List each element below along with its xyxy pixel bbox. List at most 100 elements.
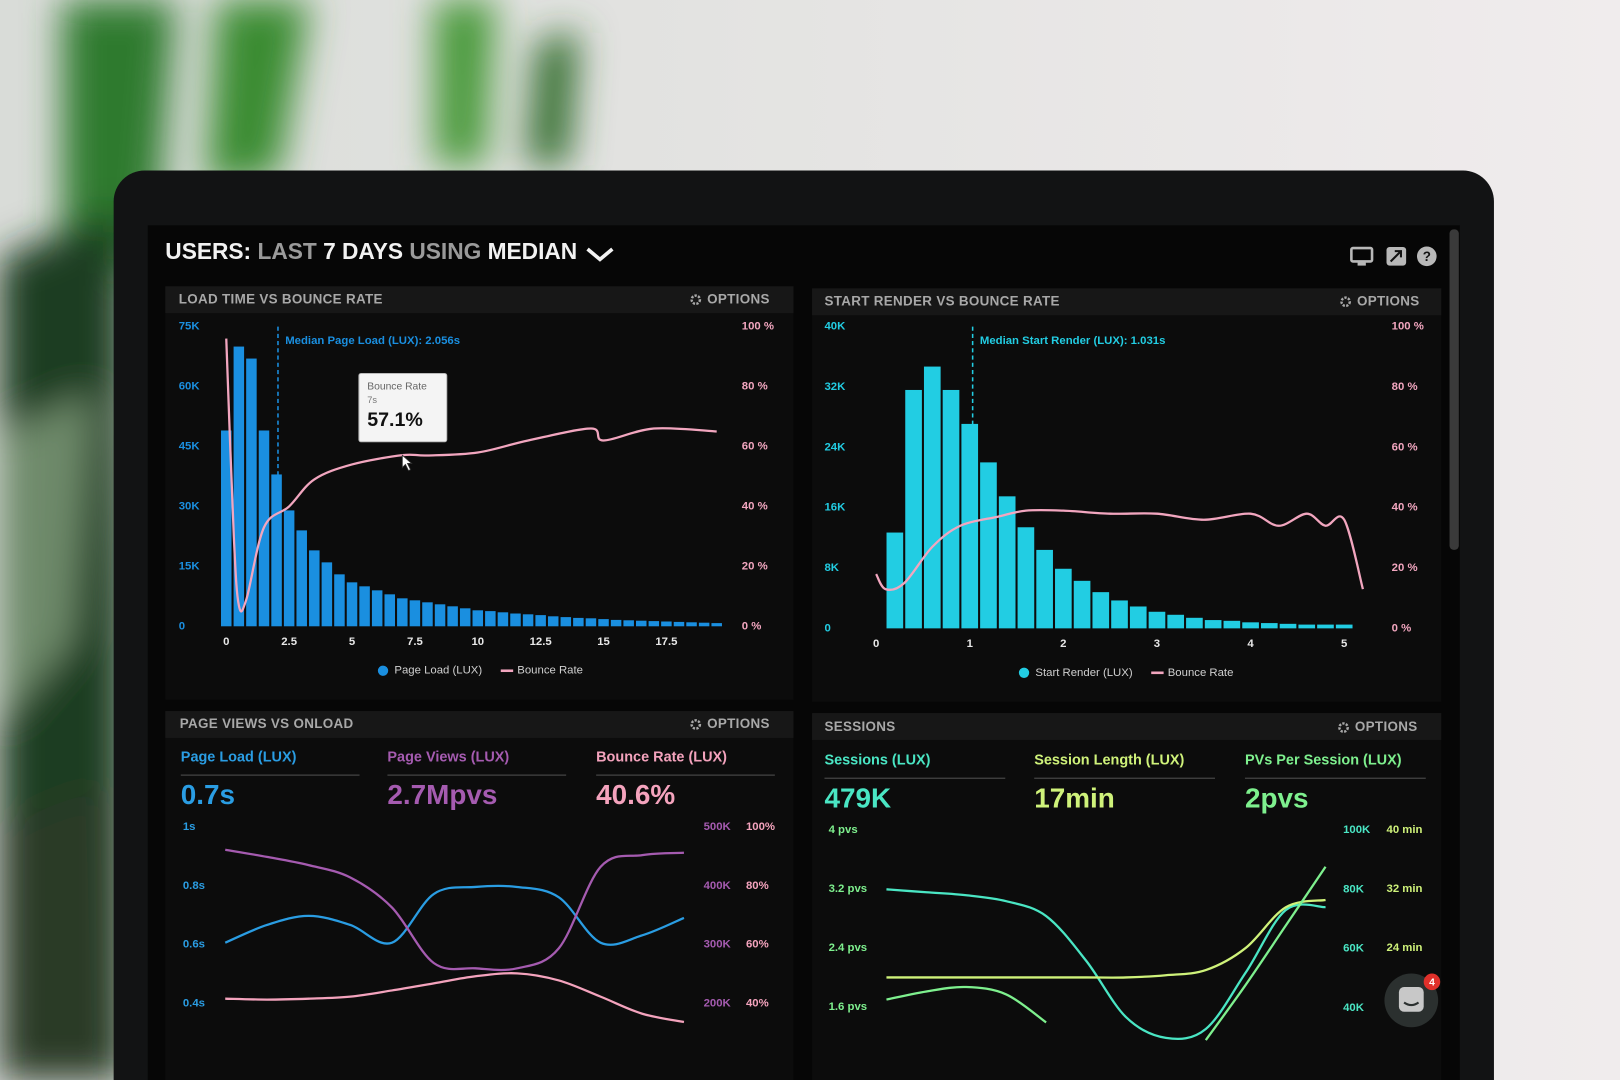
chat-widget[interactable]: 4 bbox=[1384, 973, 1441, 1028]
monitor-icon[interactable] bbox=[1350, 246, 1374, 263]
bar bbox=[1260, 623, 1278, 629]
y-tick-label: 0.4s bbox=[183, 998, 205, 1010]
bar bbox=[1167, 614, 1185, 629]
legend-label: Start Render (LUX) bbox=[1035, 667, 1132, 679]
y-tick-label: 30K bbox=[179, 500, 201, 512]
options-button[interactable]: OPTIONS bbox=[707, 291, 770, 306]
bar bbox=[547, 616, 559, 627]
y-tick-label: 500K bbox=[704, 821, 732, 833]
chat-icon bbox=[1398, 986, 1424, 1012]
metric-value: 2.7Mpvs bbox=[387, 779, 497, 810]
bar bbox=[1223, 620, 1241, 629]
panel-title: LOAD TIME VS BOUNCE RATE bbox=[179, 291, 383, 306]
y-tick-label: 32 min bbox=[1387, 883, 1423, 895]
bar bbox=[610, 619, 622, 627]
legend-label: Bounce Rate bbox=[1168, 667, 1234, 679]
help-icon[interactable] bbox=[1416, 246, 1437, 267]
bar bbox=[359, 586, 370, 627]
dropdown-chevron[interactable] bbox=[586, 247, 614, 262]
bar bbox=[1148, 611, 1166, 629]
bar bbox=[1111, 600, 1128, 629]
y-tick-label: 80 % bbox=[1392, 381, 1418, 393]
gear-icon bbox=[1338, 722, 1349, 733]
x-tick-label: 2 bbox=[1060, 638, 1066, 650]
bar bbox=[886, 532, 904, 629]
y-tick-label: 40 min bbox=[1387, 824, 1423, 836]
y-tick-label: 0.8s bbox=[183, 880, 205, 892]
bar bbox=[661, 621, 672, 627]
bar bbox=[711, 623, 722, 627]
bar bbox=[980, 462, 997, 629]
metric-label: Bounce Rate (LUX) bbox=[596, 749, 727, 765]
legend-marker bbox=[377, 665, 389, 676]
bar bbox=[434, 604, 446, 627]
title-part: LAST bbox=[257, 238, 316, 264]
median-label: Median Page Load (LUX): 2.056s bbox=[285, 335, 460, 347]
y-tick-label: 4 pvs bbox=[829, 824, 858, 836]
panel-header bbox=[165, 286, 794, 314]
bar bbox=[233, 346, 245, 627]
bar bbox=[283, 510, 295, 627]
bar bbox=[1055, 568, 1072, 629]
options-button[interactable]: OPTIONS bbox=[1357, 293, 1420, 308]
bar bbox=[573, 617, 584, 627]
bar bbox=[1186, 617, 1203, 629]
x-tick-label: 5 bbox=[1341, 638, 1347, 650]
line-series bbox=[224, 884, 685, 946]
tooltip-title: Bounce Rate bbox=[367, 382, 427, 393]
y-tick-label: 400K bbox=[704, 880, 732, 892]
metric-label: Sessions (LUX) bbox=[824, 752, 930, 768]
y-tick-label: 40% bbox=[746, 998, 769, 1010]
y-tick-label: 300K bbox=[704, 939, 732, 951]
options-button[interactable]: OPTIONS bbox=[1355, 719, 1418, 734]
bar bbox=[221, 430, 232, 627]
legend-marker bbox=[1018, 667, 1030, 678]
metric-value: 479K bbox=[824, 782, 891, 813]
y-tick-label: 60K bbox=[179, 381, 201, 393]
bar bbox=[334, 574, 345, 627]
bar bbox=[1335, 624, 1353, 629]
scrollbar[interactable] bbox=[1449, 229, 1459, 550]
panel-title: START RENDER VS BOUNCE RATE bbox=[824, 293, 1059, 308]
tooltip-value: 57.1% bbox=[367, 409, 423, 431]
y-tick-label: 40 % bbox=[742, 500, 768, 512]
bar bbox=[1298, 624, 1316, 629]
panel-title: SESSIONS bbox=[824, 719, 895, 734]
y-tick-label: 45K bbox=[179, 440, 201, 452]
metric-value: 0.7s bbox=[181, 779, 235, 810]
bar bbox=[485, 611, 496, 627]
x-tick-label: 4 bbox=[1247, 638, 1254, 650]
share-arrow bbox=[1389, 250, 1403, 263]
options-button[interactable]: OPTIONS bbox=[707, 716, 770, 731]
panels bbox=[165, 286, 1442, 1080]
y-tick-label: 80K bbox=[1343, 883, 1365, 895]
help-glyph: ? bbox=[1423, 249, 1431, 264]
y-tick-label: 80% bbox=[746, 880, 769, 892]
dashboard-title[interactable]: USERS: LAST 7 DAYS USING MEDIAN bbox=[165, 238, 577, 264]
bar bbox=[510, 613, 521, 627]
bar bbox=[1129, 606, 1147, 629]
bar bbox=[1092, 592, 1110, 629]
line-series bbox=[225, 338, 717, 613]
title-part: USING bbox=[409, 238, 481, 264]
bar bbox=[371, 590, 383, 627]
bar bbox=[623, 620, 634, 627]
bar bbox=[397, 598, 408, 627]
metric-value: 40.6% bbox=[596, 779, 675, 810]
y-tick-label: 60 % bbox=[742, 440, 768, 452]
y-tick-label: 20 % bbox=[742, 560, 768, 572]
notification-badge bbox=[1423, 973, 1441, 991]
bar bbox=[1036, 549, 1053, 629]
line-series bbox=[225, 972, 685, 1024]
y-tick-label: 60% bbox=[746, 939, 769, 951]
median-label: Median Start Render (LUX): 1.031s bbox=[980, 335, 1166, 347]
panel-header bbox=[812, 288, 1442, 316]
toolbar-icons: ? bbox=[1350, 246, 1437, 267]
bar bbox=[698, 622, 710, 627]
y-tick-label: 2.4 pvs bbox=[829, 942, 868, 954]
gear-icon bbox=[690, 294, 702, 306]
y-tick-label: 100 % bbox=[1392, 321, 1424, 333]
y-tick-label: 100% bbox=[746, 821, 775, 833]
bar bbox=[497, 612, 509, 627]
